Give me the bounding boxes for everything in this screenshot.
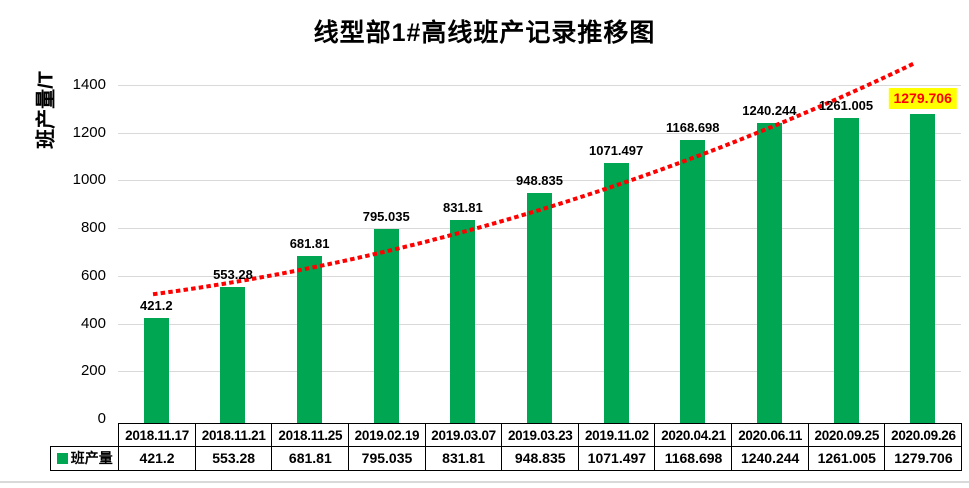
bar-value-label-highlight: 1279.706: [888, 87, 957, 109]
bar-value-label: 421.2: [140, 298, 173, 314]
bar-value-label: 1261.005: [818, 98, 874, 114]
value-cell: 831.81: [424, 445, 503, 471]
bar[interactable]: [373, 229, 399, 424]
value-cell: 795.035: [347, 445, 427, 471]
date-header-cell: 2018.11.21: [194, 423, 273, 447]
date-header-cell: 2019.02.19: [347, 423, 427, 447]
bar[interactable]: [680, 140, 706, 424]
bar-value-label: 795.035: [362, 209, 410, 225]
legend-label: 班产量: [70, 450, 113, 467]
date-header-cell: 2019.11.02: [577, 423, 656, 447]
y-tick-label: 400: [80, 314, 106, 332]
bar-value-label: 1240.244: [742, 102, 797, 118]
date-header-cell: 2019.03.23: [501, 423, 580, 447]
y-tick-label: 1000: [72, 171, 106, 189]
bar[interactable]: [833, 118, 859, 424]
value-cell: 421.2: [118, 445, 197, 471]
value-cell: 1071.497: [577, 445, 656, 471]
bar-value-label: 831.81: [442, 200, 483, 216]
legend-cell[interactable]: 班产量: [50, 445, 120, 471]
value-cell: 948.835: [501, 445, 580, 471]
date-header-cell: 2019.03.07: [424, 423, 503, 447]
y-tick-label: 200: [80, 362, 106, 380]
bar[interactable]: [527, 192, 552, 424]
date-header-cell: 2018.11.17: [118, 423, 197, 447]
value-cell: 1261.005: [807, 445, 886, 471]
y-tick-label: 1400: [72, 75, 106, 93]
date-header-cell: 2020.04.21: [654, 423, 733, 447]
date-header-cell: 2020.09.26: [884, 423, 963, 447]
bar[interactable]: [603, 163, 629, 424]
bar[interactable]: [143, 318, 169, 424]
value-cell: 1240.244: [731, 445, 810, 471]
bar-value-label: 1071.497: [589, 143, 644, 159]
value-cell: 1279.706: [884, 445, 963, 471]
bar-value-label: 1168.698: [666, 120, 720, 136]
date-header-cell: 2020.09.25: [807, 423, 886, 447]
y-tick-label: 1200: [72, 123, 106, 141]
date-header-cell: 2018.11.25: [271, 423, 350, 447]
value-cell: 1168.698: [654, 445, 733, 471]
bar-value-label: 948.835: [516, 172, 563, 188]
bar[interactable]: [756, 122, 782, 424]
legend-marker-icon: [56, 452, 68, 464]
y-tick-label: 0: [97, 410, 106, 427]
gridline: [118, 84, 961, 86]
value-cell: 553.28: [194, 445, 273, 471]
chart-title: 线型部1#高线班产记录推移图: [313, 19, 656, 47]
y-tick-label: 600: [80, 266, 106, 284]
bar[interactable]: [297, 256, 323, 424]
bar-value-label: 553.28: [213, 266, 253, 282]
bar[interactable]: [910, 113, 936, 424]
chart-bottom-border: [0, 480, 969, 483]
y-tick-label: 800: [80, 219, 106, 237]
bar[interactable]: [450, 220, 476, 424]
value-cell: 681.81: [271, 445, 350, 471]
date-header-cell: 2020.06.11: [731, 423, 810, 447]
bar-value-label: 681.81: [289, 236, 330, 252]
bar[interactable]: [220, 286, 246, 424]
